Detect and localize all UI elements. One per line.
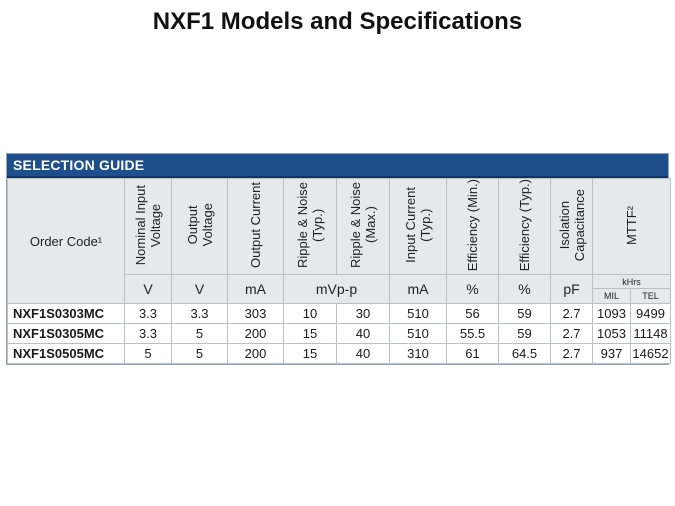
unit-ma-input: mA	[389, 274, 447, 305]
spec-cell: 310	[389, 343, 447, 365]
unit-khrs: kHrs	[592, 274, 671, 290]
order-code-cell: NXF1S0505MC	[7, 343, 125, 365]
unit-percent-typ: %	[498, 274, 551, 305]
spec-cell: 64.5	[498, 343, 551, 365]
spec-cell: 14652	[630, 343, 671, 365]
spec-cell: 59	[498, 303, 551, 325]
table-body: NXF1S0303MC 3.3 3.3 303 10 30 510 56 59 2.7 1093 94…	[7, 303, 671, 365]
spec-cell: 10	[283, 303, 337, 325]
order-code-header: Order Code¹	[7, 177, 125, 305]
spec-table: Order Code¹ Nominal Input Voltage Output…	[7, 177, 671, 365]
spec-cell: 1053	[592, 323, 631, 345]
spec-cell: 5	[124, 343, 172, 365]
mttf-mil-header: MIL	[592, 288, 631, 305]
spec-cell: 510	[389, 303, 447, 325]
spec-cell: 5	[171, 343, 228, 365]
col-header-mttf: MTTF²	[592, 177, 671, 276]
unit-percent-min: %	[446, 274, 499, 305]
col-header-input-current: Input Current (Typ.)	[389, 177, 447, 276]
page-title: NXF1 Models and Specifications	[152, 8, 523, 35]
spec-cell: 937	[592, 343, 631, 365]
unit-pf: pF	[550, 274, 593, 305]
spec-cell: 2.7	[550, 343, 593, 365]
spec-cell: 40	[336, 343, 390, 365]
spec-cell: 1093	[592, 303, 631, 325]
col-header-efficiency-typ: Efficiency (Typ.)	[498, 177, 551, 276]
col-header-output-voltage: Output Voltage	[171, 177, 228, 276]
table-row: NXF1S0303MC 3.3 3.3 303 10 30 510 56 59 2.7 1093 94…	[7, 303, 671, 325]
unit-v-input: V	[124, 274, 172, 305]
spec-cell: 40	[336, 323, 390, 345]
spec-cell: 2.7	[550, 303, 593, 325]
order-code-cell: NXF1S0305MC	[7, 323, 125, 345]
spec-cell: 303	[227, 303, 284, 325]
spec-cell: 5	[171, 323, 228, 345]
spec-cell: 3.3	[124, 323, 172, 345]
mttf-tel-header: TEL	[630, 288, 671, 305]
spec-cell: 200	[227, 343, 284, 365]
table-row: NXF1S0305MC 3.3 5 200 15 40 510 55.5 59 2.7 1053 11…	[7, 323, 671, 345]
table-row: NXF1S0505MC 5 5 200 15 40 310 61 64.5 2.7 937 14652	[7, 343, 671, 365]
spec-cell: 2.7	[550, 323, 593, 345]
order-code-cell: NXF1S0303MC	[7, 303, 125, 325]
spec-cell: 200	[227, 323, 284, 345]
spec-cell: 55.5	[446, 323, 499, 345]
col-header-isolation-capacitance: Isolation Capacitance	[550, 177, 593, 276]
spec-cell: 3.3	[171, 303, 228, 325]
col-header-efficiency-min: Efficiency (Min.)	[446, 177, 499, 276]
spec-cell: 61	[446, 343, 499, 365]
unit-ma-output: mA	[227, 274, 284, 305]
spec-cell: 15	[283, 343, 337, 365]
spec-cell: 11148	[630, 323, 671, 345]
spec-cell: 30	[336, 303, 390, 325]
selection-guide-header: SELECTION GUIDE	[7, 154, 668, 178]
col-header-nominal-input-voltage: Nominal Input Voltage	[124, 177, 172, 276]
selection-guide-table: SELECTION GUIDE Order Code¹ Nominal Inpu…	[6, 153, 671, 366]
col-header-ripple-typ: Ripple & Noise (Typ.)	[283, 177, 337, 276]
spec-cell: 3.3	[124, 303, 172, 325]
spec-cell: 15	[283, 323, 337, 345]
spec-cell: 56	[446, 303, 499, 325]
unit-v-output: V	[171, 274, 228, 305]
spec-cell: 59	[498, 323, 551, 345]
col-header-output-current: Output Current	[227, 177, 284, 276]
spec-cell: 510	[389, 323, 447, 345]
unit-ripple: mVp-p	[283, 274, 390, 305]
spec-cell: 9499	[630, 303, 671, 325]
col-header-ripple-max: Ripple & Noise (Max.)	[336, 177, 390, 276]
